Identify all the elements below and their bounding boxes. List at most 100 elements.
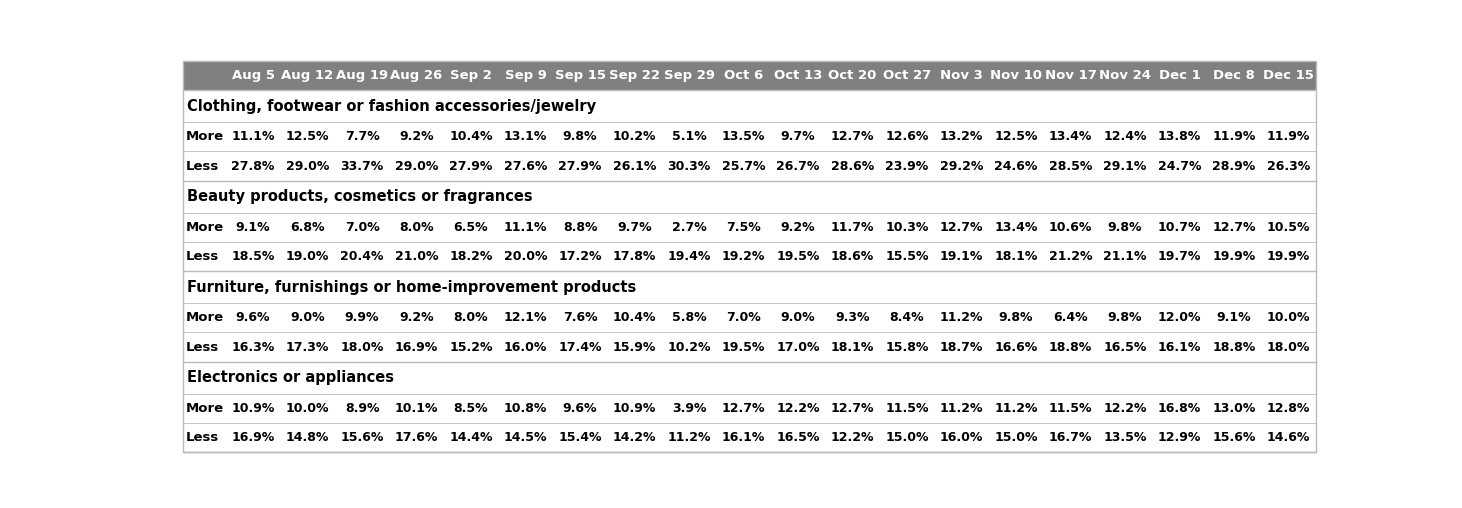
Text: 10.4%: 10.4% (449, 131, 493, 143)
Text: 11.2%: 11.2% (940, 402, 984, 415)
Text: 20.4%: 20.4% (341, 250, 385, 263)
Text: Less: Less (186, 160, 219, 173)
Text: 13.8%: 13.8% (1158, 131, 1202, 143)
Text: 12.7%: 12.7% (940, 221, 984, 234)
Text: 6.8%: 6.8% (291, 221, 325, 234)
Text: 17.4%: 17.4% (558, 340, 602, 354)
Text: Sep 15: Sep 15 (554, 69, 605, 82)
Text: 7.7%: 7.7% (345, 131, 380, 143)
Text: 26.3%: 26.3% (1268, 160, 1310, 173)
Text: 9.8%: 9.8% (1108, 311, 1142, 324)
Text: More: More (186, 402, 224, 415)
Text: 11.1%: 11.1% (231, 131, 275, 143)
Text: 9.6%: 9.6% (235, 311, 270, 324)
Text: 8.8%: 8.8% (563, 221, 598, 234)
Text: 21.1%: 21.1% (1104, 250, 1146, 263)
Text: 9.7%: 9.7% (781, 131, 816, 143)
Text: 9.0%: 9.0% (781, 311, 816, 324)
Bar (183, 394, 1316, 423)
Text: 16.8%: 16.8% (1158, 402, 1202, 415)
Text: 9.7%: 9.7% (617, 221, 652, 234)
Text: Oct 13: Oct 13 (773, 69, 822, 82)
Text: 17.2%: 17.2% (558, 250, 602, 263)
Text: 2.7%: 2.7% (671, 221, 706, 234)
Text: 10.3%: 10.3% (886, 221, 928, 234)
Text: 18.1%: 18.1% (994, 250, 1038, 263)
Text: 12.9%: 12.9% (1158, 431, 1202, 444)
Text: 7.0%: 7.0% (727, 311, 760, 324)
Text: Less: Less (186, 431, 219, 444)
Text: 13.0%: 13.0% (1212, 402, 1256, 415)
Text: 10.9%: 10.9% (613, 402, 656, 415)
Text: 15.8%: 15.8% (886, 340, 928, 354)
Text: 15.6%: 15.6% (1212, 431, 1256, 444)
Text: 16.7%: 16.7% (1048, 431, 1092, 444)
Text: Aug 26: Aug 26 (390, 69, 443, 82)
Text: 12.7%: 12.7% (830, 131, 874, 143)
Text: Electronics or appliances: Electronics or appliances (187, 370, 395, 385)
Text: 16.6%: 16.6% (994, 340, 1038, 354)
Text: 29.2%: 29.2% (940, 160, 984, 173)
Text: 29.0%: 29.0% (395, 160, 439, 173)
Text: 6.5%: 6.5% (453, 221, 488, 234)
Text: 12.7%: 12.7% (1212, 221, 1256, 234)
Text: 18.0%: 18.0% (1268, 340, 1310, 354)
Text: 9.1%: 9.1% (235, 221, 270, 234)
Text: 10.7%: 10.7% (1158, 221, 1202, 234)
Text: 14.6%: 14.6% (1268, 431, 1310, 444)
Text: Furniture, furnishings or home-improvement products: Furniture, furnishings or home-improveme… (187, 280, 636, 295)
Text: 19.5%: 19.5% (776, 250, 820, 263)
Text: 10.0%: 10.0% (285, 402, 329, 415)
Text: 9.2%: 9.2% (781, 221, 816, 234)
Text: 9.2%: 9.2% (399, 311, 434, 324)
Text: 15.0%: 15.0% (994, 431, 1038, 444)
Text: 3.9%: 3.9% (673, 402, 706, 415)
Text: 11.2%: 11.2% (994, 402, 1038, 415)
Text: 10.8%: 10.8% (504, 402, 547, 415)
Text: 29.0%: 29.0% (287, 160, 329, 173)
Text: 11.7%: 11.7% (830, 221, 874, 234)
Text: 15.9%: 15.9% (613, 340, 656, 354)
Text: 18.2%: 18.2% (449, 250, 493, 263)
Text: 18.7%: 18.7% (940, 340, 984, 354)
Text: 17.0%: 17.0% (776, 340, 820, 354)
Text: 17.6%: 17.6% (395, 431, 439, 444)
Text: 12.2%: 12.2% (776, 402, 820, 415)
Text: 16.3%: 16.3% (231, 340, 275, 354)
Bar (183, 213, 1316, 242)
Text: 9.8%: 9.8% (1108, 221, 1142, 234)
Text: 13.1%: 13.1% (504, 131, 547, 143)
Text: 16.9%: 16.9% (231, 431, 275, 444)
Text: 16.9%: 16.9% (395, 340, 439, 354)
Bar (183, 242, 1316, 271)
Bar (183, 181, 1316, 213)
Text: 14.5%: 14.5% (504, 431, 547, 444)
Text: 19.4%: 19.4% (667, 250, 711, 263)
Bar (183, 271, 1316, 303)
Text: Dec 15: Dec 15 (1263, 69, 1314, 82)
Text: 13.2%: 13.2% (940, 131, 984, 143)
Text: Nov 17: Nov 17 (1045, 69, 1096, 82)
Text: 19.7%: 19.7% (1158, 250, 1202, 263)
Text: 11.2%: 11.2% (667, 431, 711, 444)
Text: 15.2%: 15.2% (449, 340, 493, 354)
Text: More: More (186, 311, 224, 324)
Text: 9.9%: 9.9% (345, 311, 379, 324)
Text: 8.4%: 8.4% (890, 311, 924, 324)
Text: 8.5%: 8.5% (453, 402, 488, 415)
Text: 9.8%: 9.8% (563, 131, 598, 143)
Text: 10.5%: 10.5% (1266, 221, 1310, 234)
Text: 13.5%: 13.5% (722, 131, 765, 143)
Text: 10.1%: 10.1% (395, 402, 439, 415)
Text: 10.2%: 10.2% (667, 340, 711, 354)
Bar (183, 61, 1316, 90)
Text: 10.2%: 10.2% (613, 131, 656, 143)
Text: 11.1%: 11.1% (504, 221, 547, 234)
Text: 7.6%: 7.6% (563, 311, 598, 324)
Text: 28.5%: 28.5% (1048, 160, 1092, 173)
Text: 15.4%: 15.4% (558, 431, 602, 444)
Text: Aug 5: Aug 5 (231, 69, 275, 82)
Text: 13.4%: 13.4% (994, 221, 1038, 234)
Text: 12.6%: 12.6% (886, 131, 928, 143)
Text: 6.4%: 6.4% (1053, 311, 1088, 324)
